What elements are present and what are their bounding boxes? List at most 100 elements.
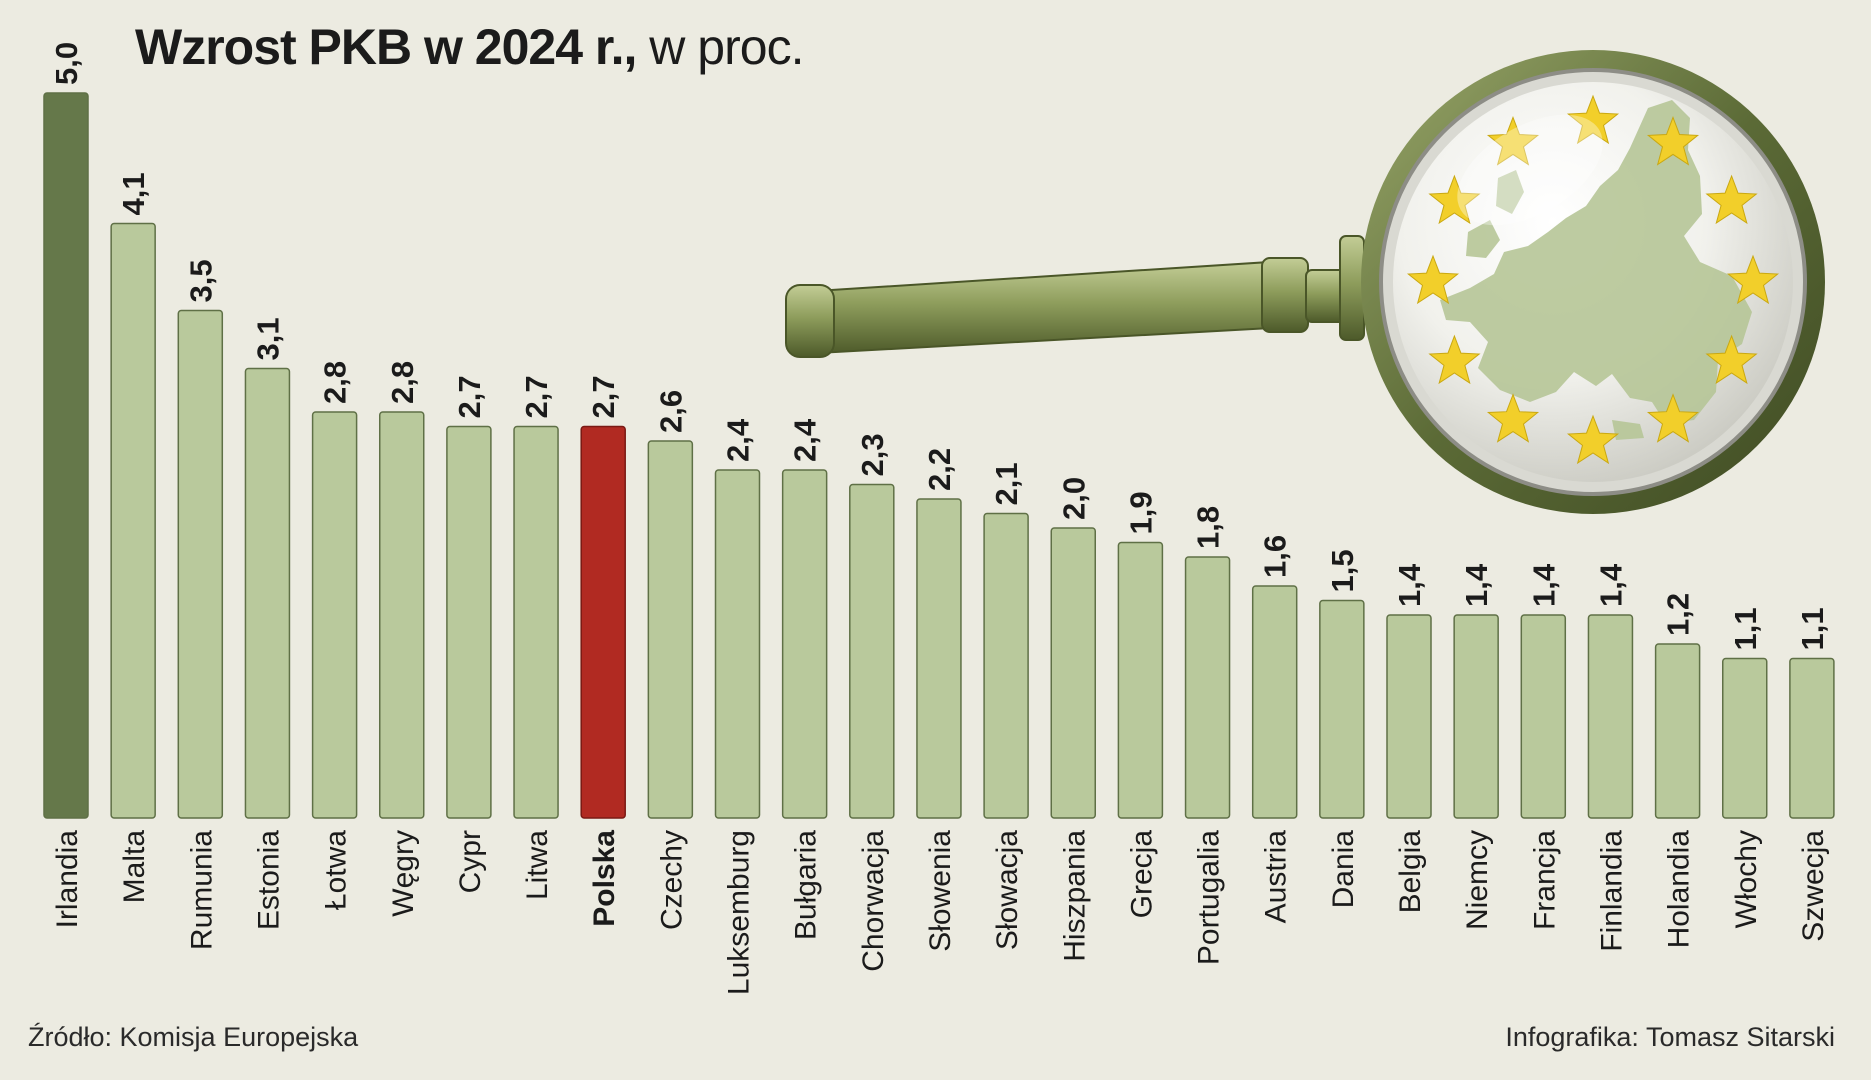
- category-label: Estonia: [252, 830, 285, 930]
- bar-austria: [1251, 585, 1298, 819]
- category-label: Czechy: [655, 830, 688, 930]
- chart-title: Wzrost PKB w 2024 r., w proc.: [135, 18, 804, 76]
- value-label: 2,1: [989, 462, 1024, 505]
- category-label: Belgia: [1394, 830, 1427, 914]
- bar-cypr: [446, 425, 492, 819]
- bar-francja: [1520, 614, 1567, 819]
- value-label: 2,2: [922, 448, 957, 491]
- value-label: 1,1: [1795, 607, 1830, 650]
- value-label: 2,3: [855, 433, 890, 476]
- category-label: Włochy: [1730, 830, 1763, 928]
- star-icon: [1705, 174, 1758, 225]
- star-icon: [1566, 414, 1620, 465]
- bar-portugalia: [1184, 556, 1231, 819]
- category-label: Słowenia: [924, 830, 957, 952]
- bar-słowenia: [916, 498, 962, 819]
- value-label: 1,5: [1325, 549, 1360, 592]
- value-label: 4,1: [116, 172, 151, 215]
- star-icon: [1428, 334, 1481, 385]
- value-label: 2,7: [519, 375, 554, 418]
- chart-title-unit: w proc.: [649, 19, 804, 75]
- value-label: 2,0: [1056, 477, 1091, 520]
- category-label: Łotwa: [320, 830, 353, 910]
- bar-chorwacja: [849, 483, 895, 819]
- eu-stars: [1406, 94, 1780, 465]
- category-label: Słowacja: [991, 830, 1024, 950]
- bar-irlandia: [43, 92, 89, 819]
- bar-litwa: [513, 425, 559, 819]
- value-label: 1,4: [1526, 563, 1561, 607]
- value-label: 1,1: [1728, 607, 1763, 650]
- bar-luksemburg: [714, 469, 761, 819]
- category-label: Litwa: [521, 830, 554, 900]
- bar-finlandia: [1587, 614, 1634, 819]
- credit-note: Infografika: Tomasz Sitarski: [1505, 1022, 1835, 1052]
- value-label: 2,4: [721, 418, 756, 462]
- category-label: Francja: [1528, 830, 1561, 930]
- category-label: Luksemburg: [723, 830, 756, 995]
- bar-malta: [110, 222, 156, 819]
- bar-łotwa: [311, 411, 358, 819]
- value-label: 2,7: [452, 375, 487, 418]
- magnifier-handle: [785, 235, 1365, 358]
- bar-włochy: [1722, 657, 1768, 819]
- bar-dania: [1319, 599, 1365, 819]
- category-label: Polska: [588, 830, 621, 927]
- bar-bułgaria: [781, 469, 828, 819]
- value-label: 1,4: [1459, 563, 1494, 607]
- value-label: 2,4: [788, 418, 823, 462]
- bar-estonia: [244, 367, 291, 819]
- category-label: Portugalia: [1193, 830, 1226, 965]
- value-label: 2,6: [653, 390, 688, 433]
- star-icon: [1406, 254, 1460, 305]
- bars: 5,0 Irlandia 4,1 Malta 3,5 Rumunia 3,1 Estonia 2…: [43, 42, 1835, 995]
- value-label: 1,4: [1392, 563, 1427, 607]
- magnifying-glass-icon: [785, 50, 1825, 514]
- value-label: 3,5: [183, 259, 218, 302]
- category-label: Rumunia: [185, 830, 218, 950]
- value-label: 1,9: [1123, 491, 1158, 534]
- star-icon: [1428, 174, 1481, 225]
- category-label: Finlandia: [1595, 830, 1628, 952]
- category-label: Grecja: [1125, 830, 1158, 919]
- bar-słowacja: [983, 512, 1029, 819]
- category-label: Chorwacja: [857, 830, 890, 972]
- star-icon: [1705, 334, 1758, 385]
- value-label: 2,7: [586, 375, 621, 418]
- bar-niemcy: [1453, 614, 1499, 819]
- star-icon: [1486, 115, 1540, 166]
- star-icon: [1486, 393, 1540, 443]
- category-label: Malta: [118, 830, 151, 904]
- star-icon: [1726, 254, 1780, 305]
- category-label: Hiszpania: [1058, 830, 1091, 962]
- category-label: Cypr: [454, 830, 487, 893]
- bar-szwecja: [1789, 657, 1835, 819]
- category-label: Austria: [1260, 830, 1293, 924]
- star-icon: [1646, 115, 1700, 166]
- category-label: Dania: [1327, 830, 1360, 909]
- bar-hiszpania: [1050, 527, 1096, 819]
- bar-holandia: [1654, 643, 1701, 819]
- category-label: Węgry: [387, 830, 420, 917]
- source-note: Źródło: Komisja Europejska: [28, 1022, 359, 1052]
- bar-czechy: [647, 440, 694, 819]
- value-label: 1,4: [1593, 563, 1628, 607]
- category-label: Bułgaria: [790, 830, 823, 940]
- value-label: 1,6: [1258, 535, 1293, 578]
- category-label: Niemcy: [1461, 830, 1494, 930]
- bar-belgia: [1386, 614, 1432, 819]
- value-label: 3,1: [250, 317, 285, 360]
- value-label: 2,8: [318, 361, 353, 404]
- category-label: Szwecja: [1797, 830, 1830, 942]
- chart-title-main: Wzrost PKB w 2024 r.,: [135, 19, 637, 75]
- star-icon: [1646, 393, 1700, 443]
- value-label: 1,8: [1191, 506, 1226, 549]
- bar-polska: [580, 425, 626, 819]
- value-label: 5,0: [49, 42, 84, 85]
- category-label: Irlandia: [51, 830, 84, 929]
- value-label: 2,8: [385, 361, 420, 404]
- bar-rumunia: [177, 309, 224, 819]
- category-label: Holandia: [1663, 830, 1696, 949]
- value-label: 1,2: [1661, 593, 1696, 636]
